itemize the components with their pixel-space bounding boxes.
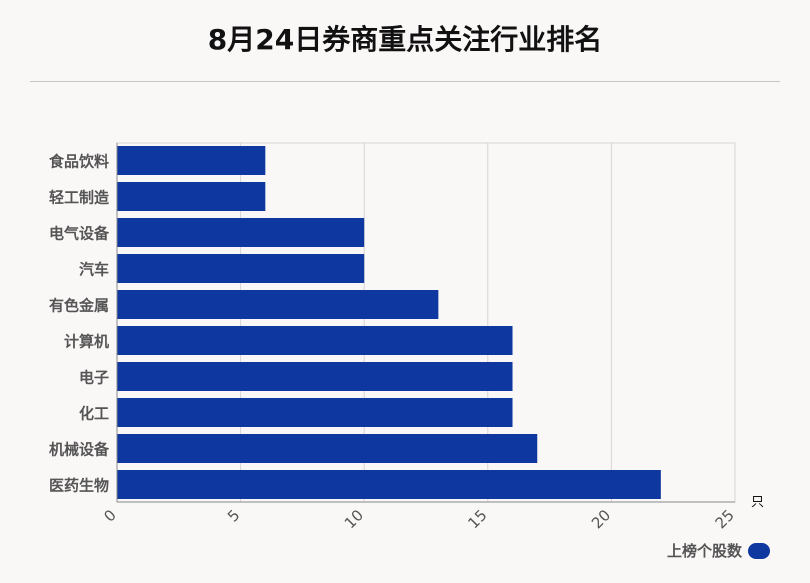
category-label: 有色金属 <box>49 297 109 315</box>
title-divider <box>30 81 780 82</box>
bar <box>117 470 661 499</box>
bar <box>117 146 266 175</box>
legend-label: 上榜个股数 <box>666 542 742 560</box>
x-tick-label: 0 <box>100 506 119 525</box>
bar <box>117 362 513 391</box>
category-label: 汽车 <box>79 261 109 279</box>
x-unit-label: 只 <box>751 495 764 510</box>
chart-title: 8月24日券商重点关注行业排名 <box>207 23 603 56</box>
category-label: 电气设备 <box>49 225 110 243</box>
x-tick-label: 15 <box>464 506 490 532</box>
legend-swatch <box>748 542 770 559</box>
bar <box>117 326 513 355</box>
category-label: 电子 <box>79 369 109 387</box>
bar <box>117 434 538 463</box>
category-label: 机械设备 <box>49 441 110 459</box>
x-tick-label: 5 <box>224 506 243 525</box>
category-label: 化工 <box>79 405 109 423</box>
bar <box>117 218 365 247</box>
bar <box>117 182 266 211</box>
bar <box>117 398 513 427</box>
x-tick-label: 10 <box>341 506 367 532</box>
x-tick-label: 25 <box>712 506 738 532</box>
category-label: 食品饮料 <box>49 153 109 171</box>
category-label: 轻工制造 <box>49 189 109 207</box>
bar <box>117 254 365 283</box>
category-label: 医药生物 <box>49 477 109 495</box>
legend[interactable]: 上榜个股数 <box>667 540 770 561</box>
category-label: 计算机 <box>64 333 109 351</box>
x-tick-label: 20 <box>588 506 614 532</box>
bar <box>117 290 439 319</box>
